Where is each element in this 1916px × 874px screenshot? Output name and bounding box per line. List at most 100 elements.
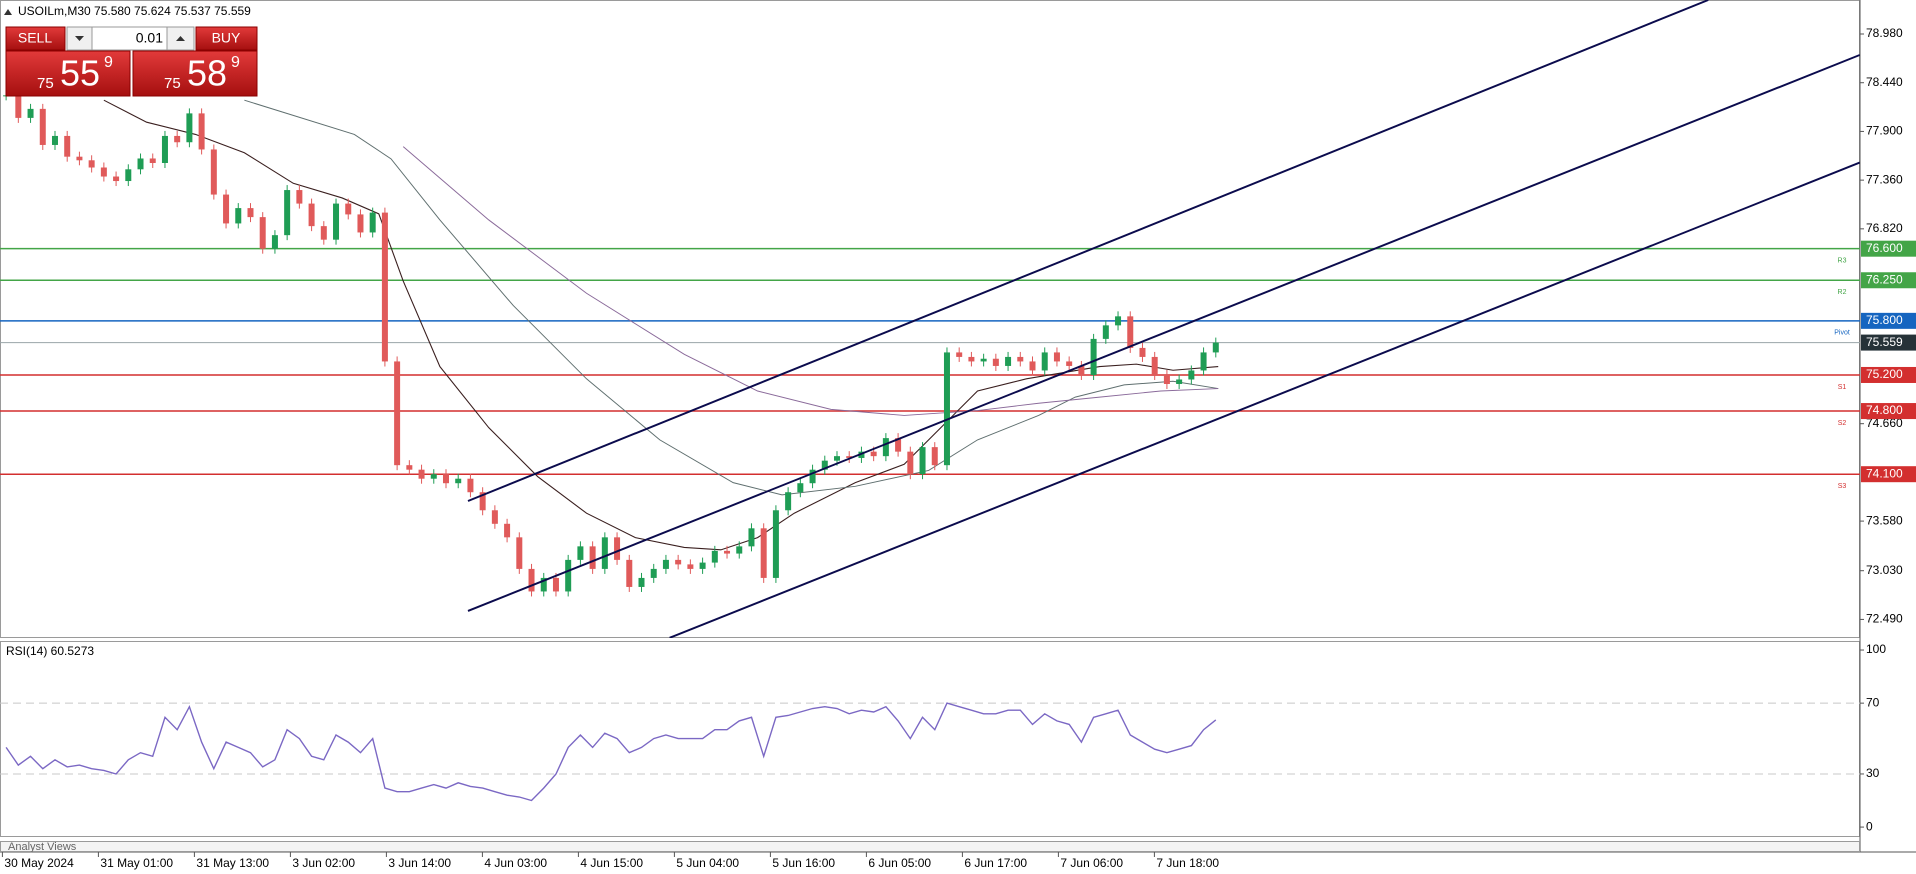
candle-body bbox=[687, 564, 694, 569]
candle-body bbox=[76, 156, 83, 161]
ma-medium bbox=[244, 99, 1219, 496]
current-price-box bbox=[1861, 334, 1916, 351]
time-label: 4 Jun 03:00 bbox=[484, 856, 547, 870]
collapse-icon[interactable] bbox=[4, 9, 12, 15]
buy-label: BUY bbox=[212, 30, 241, 46]
candle-body bbox=[638, 577, 645, 587]
price-level-label: 74.100 bbox=[1866, 466, 1903, 480]
time-label: 30 May 2024 bbox=[4, 856, 74, 870]
candle-body bbox=[528, 568, 535, 592]
ask-box[interactable] bbox=[132, 50, 258, 97]
candle-body bbox=[992, 358, 999, 366]
candle-body bbox=[1078, 365, 1085, 375]
candle-body bbox=[247, 208, 254, 218]
candle-body bbox=[333, 203, 340, 240]
candle-body bbox=[699, 562, 706, 569]
candle-body bbox=[284, 190, 291, 236]
candle-body bbox=[125, 169, 132, 182]
candle-body bbox=[161, 135, 168, 163]
rsi-tick-label: 0 bbox=[1866, 819, 1873, 833]
candle-body bbox=[785, 492, 792, 511]
candle-body bbox=[919, 447, 926, 475]
channel-lower bbox=[669, 161, 1860, 638]
ask-big: 75 bbox=[164, 75, 181, 92]
pivot-levels: R3 R2 Pivot S1 S2 S3 bbox=[0, 247, 1860, 490]
analyst-views-label: Analyst Views bbox=[8, 841, 77, 853]
candle-body bbox=[760, 528, 767, 578]
sell-label: SELL bbox=[18, 30, 52, 46]
candle-body bbox=[626, 559, 633, 587]
candle-body bbox=[1188, 370, 1195, 380]
candles bbox=[3, 90, 1219, 597]
candle-body bbox=[516, 537, 523, 569]
candle-body bbox=[442, 474, 449, 484]
bid-mid: 55 bbox=[60, 53, 100, 94]
candle-body bbox=[149, 158, 156, 163]
time-label: 31 May 01:00 bbox=[100, 856, 173, 870]
pivot-level-name: R2 bbox=[1838, 289, 1847, 296]
candle-body bbox=[51, 135, 58, 145]
candle-body bbox=[980, 358, 987, 362]
candle-body bbox=[320, 226, 327, 240]
price-level-box bbox=[1861, 366, 1916, 383]
candle-body bbox=[1212, 342, 1219, 353]
candle-body bbox=[406, 465, 413, 470]
pivot-level-name: S1 bbox=[1838, 384, 1847, 391]
price-tick-label: 78.980 bbox=[1866, 26, 1903, 40]
rsi-title: RSI(14) 60.5273 bbox=[6, 644, 94, 658]
candle-body bbox=[956, 352, 963, 357]
candle-body bbox=[357, 214, 364, 233]
candle-body bbox=[308, 203, 315, 227]
candle-body bbox=[1066, 361, 1073, 366]
sell-button[interactable] bbox=[5, 26, 66, 51]
price-level-box bbox=[1861, 312, 1916, 329]
candle-body bbox=[589, 546, 596, 569]
price-level-label: 76.600 bbox=[1866, 241, 1903, 255]
channel-upper bbox=[467, 0, 1709, 502]
candle-body bbox=[931, 447, 938, 466]
price-level-label: 76.250 bbox=[1866, 272, 1903, 286]
price-level-label: 75.800 bbox=[1866, 313, 1903, 327]
candle-body bbox=[88, 160, 95, 168]
candle-body bbox=[968, 356, 975, 362]
rsi-tick-label: 70 bbox=[1866, 695, 1880, 709]
rsi-tick-label: 100 bbox=[1866, 642, 1886, 656]
candle-body bbox=[186, 113, 193, 143]
price-tick-label: 76.820 bbox=[1866, 221, 1903, 235]
moving-averages bbox=[103, 99, 1219, 551]
candle-body bbox=[1115, 316, 1122, 326]
bid-box[interactable] bbox=[5, 50, 131, 97]
rsi-chart bbox=[0, 702, 1860, 802]
time-label: 5 Jun 16:00 bbox=[772, 856, 835, 870]
candle-body bbox=[1029, 361, 1036, 371]
candle-body bbox=[1053, 352, 1060, 362]
trend-channel bbox=[467, 0, 1860, 638]
candle-body bbox=[394, 361, 401, 466]
price-tick-label: 77.360 bbox=[1866, 172, 1903, 186]
current-price-label: 75.559 bbox=[1866, 335, 1903, 349]
pivot-level-name: R3 bbox=[1838, 258, 1847, 265]
candle-body bbox=[491, 510, 498, 524]
ma-slow bbox=[402, 146, 1219, 416]
candle-body bbox=[1017, 356, 1024, 362]
candle-body bbox=[846, 456, 853, 458]
lot-down-icon bbox=[75, 36, 84, 41]
main-chart: R3 R2 Pivot S1 S2 S3 bbox=[0, 0, 1860, 638]
candle-body bbox=[1041, 352, 1048, 371]
candle-body bbox=[540, 577, 547, 592]
candle-body bbox=[345, 203, 352, 215]
pivot-level-name: S2 bbox=[1838, 420, 1847, 427]
candle-body bbox=[210, 149, 217, 195]
candle-body bbox=[724, 550, 731, 554]
candle-body bbox=[870, 451, 877, 457]
candle-body bbox=[223, 194, 230, 224]
buy-button[interactable] bbox=[195, 26, 258, 51]
ask-small: 9 bbox=[231, 54, 240, 71]
channel-middle bbox=[467, 54, 1860, 612]
candle-body bbox=[430, 474, 437, 479]
price-level-box bbox=[1861, 403, 1916, 420]
time-label: 3 Jun 14:00 bbox=[388, 856, 451, 870]
analyst-views-bar[interactable] bbox=[0, 841, 1860, 852]
ask-mid: 58 bbox=[187, 53, 227, 94]
